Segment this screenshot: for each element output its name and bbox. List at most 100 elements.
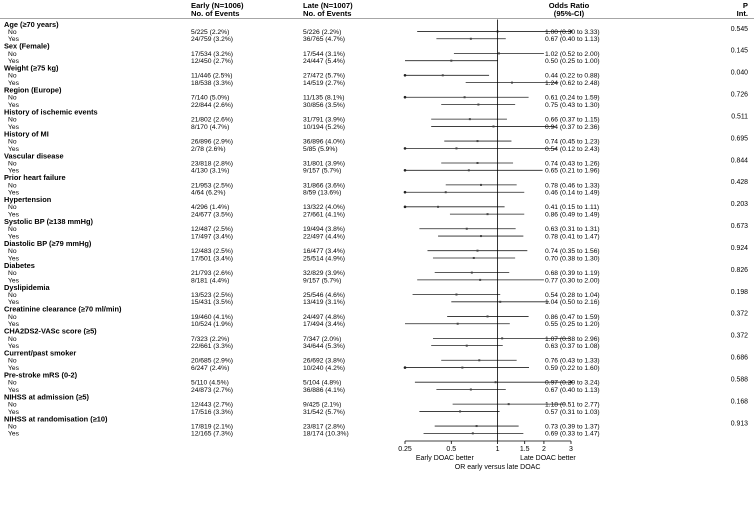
early-events: 17/516 (3.3%) bbox=[191, 409, 233, 416]
odds-ratio-text: 0.77 (0.30 to 2.00) bbox=[545, 277, 600, 284]
subgroup-label: Region (Europe) bbox=[4, 86, 62, 95]
subgroup-label: Pre-stroke mRS (0-2) bbox=[4, 370, 78, 379]
point-estimate bbox=[461, 366, 464, 369]
point-estimate bbox=[494, 381, 497, 384]
late-events: 17/494 (3.4%) bbox=[303, 321, 345, 328]
row-label: Yes bbox=[8, 277, 20, 284]
odds-ratio-text: 0.70 (0.38 to 1.30) bbox=[545, 255, 600, 262]
odds-ratio-text: 0.86 (0.47 to 1.59) bbox=[545, 314, 600, 321]
row-label: Yes bbox=[8, 299, 20, 306]
row-label: No bbox=[8, 182, 17, 189]
point-estimate bbox=[471, 432, 474, 435]
p-interaction-value: 0.924 bbox=[731, 245, 748, 252]
point-estimate bbox=[478, 359, 481, 362]
early-events: 10/524 (1.9%) bbox=[191, 321, 233, 328]
row-label: Yes bbox=[8, 190, 20, 197]
odds-ratio-text: 0.68 (0.39 to 1.19) bbox=[545, 270, 600, 277]
odds-ratio-text: 0.41 (0.15 to 1.11) bbox=[545, 204, 599, 211]
subgroup-label: Hypertension bbox=[4, 195, 52, 204]
point-estimate bbox=[476, 249, 479, 252]
row-label: Yes bbox=[8, 168, 20, 175]
point-estimate bbox=[507, 403, 510, 406]
early-events: 21/793 (2.6%) bbox=[191, 270, 233, 277]
point-estimate bbox=[501, 337, 504, 340]
point-estimate bbox=[475, 425, 478, 428]
early-events: 21/802 (2.6%) bbox=[191, 117, 233, 124]
late-events: 36/896 (4.0%) bbox=[303, 138, 345, 145]
point-estimate bbox=[497, 52, 500, 55]
p-interaction-value: 0.913 bbox=[731, 420, 748, 427]
late-events: 34/644 (5.3%) bbox=[303, 343, 345, 350]
odds-ratio-text: 0.63 (0.37 to 1.08) bbox=[545, 343, 600, 350]
subgroup-label: Systolic BP (≥138 mmHg) bbox=[4, 217, 93, 226]
x-tick-label: 1 bbox=[496, 446, 500, 453]
x-tick-label: 1.5 bbox=[520, 446, 530, 453]
late-events: 36/886 (4.1%) bbox=[303, 387, 345, 394]
late-events: 9/157 (5.7%) bbox=[303, 277, 341, 284]
p-interaction-value: 0.428 bbox=[731, 179, 748, 186]
odds-ratio-text: 0.74 (0.35 to 1.56) bbox=[545, 248, 600, 255]
subgroup-label: Age (≥70 years) bbox=[4, 20, 59, 29]
p-interaction-value: 0.844 bbox=[731, 157, 748, 164]
odds-ratio-text: 0.65 (0.21 to 1.96) bbox=[545, 168, 600, 175]
early-events: 8/170 (4.7%) bbox=[191, 124, 229, 131]
point-estimate bbox=[444, 191, 447, 194]
odds-ratio-text: 0.54 (0.28 to 1.04) bbox=[545, 292, 600, 299]
p-column-header: P bbox=[743, 1, 748, 10]
late-events: 9/157 (5.7%) bbox=[303, 168, 341, 175]
x-tick-label: 2 bbox=[542, 446, 546, 453]
point-estimate bbox=[477, 103, 480, 106]
odds-ratio-text: 0.74 (0.43 to 1.26) bbox=[545, 160, 600, 167]
row-label: Yes bbox=[8, 233, 20, 240]
early-events: 4/130 (3.1%) bbox=[191, 168, 229, 175]
odds-ratio-text: 0.63 (0.31 to 1.31) bbox=[545, 226, 600, 233]
early-events: 24/677 (3.5%) bbox=[191, 212, 233, 219]
odds-ratio-text: 1.02 (0.52 to 2.00) bbox=[545, 51, 600, 58]
ci-truncation-marker bbox=[403, 190, 407, 194]
row-label: No bbox=[8, 117, 17, 124]
early-events: 22/844 (2.6%) bbox=[191, 102, 233, 109]
row-label: No bbox=[8, 402, 17, 409]
early-events: 13/523 (2.5%) bbox=[191, 292, 233, 299]
point-estimate bbox=[492, 125, 495, 128]
odds-ratio-text: 0.86 (0.49 to 1.49) bbox=[545, 212, 600, 219]
row-label: Yes bbox=[8, 255, 20, 262]
point-estimate bbox=[510, 81, 513, 84]
late-events: 22/497 (4.4%) bbox=[303, 233, 345, 240]
ci-truncation-marker bbox=[403, 74, 407, 77]
early-events: 17/819 (2.1%) bbox=[191, 423, 233, 430]
early-events: 4/64 (6.2%) bbox=[191, 190, 226, 197]
point-estimate bbox=[455, 147, 458, 150]
point-estimate bbox=[469, 37, 472, 40]
early-events: 7/140 (5.0%) bbox=[191, 95, 229, 102]
point-estimate bbox=[480, 183, 483, 186]
x-tick-label: 3 bbox=[569, 446, 573, 453]
early-events: 19/460 (4.1%) bbox=[191, 314, 233, 321]
point-estimate bbox=[472, 256, 475, 259]
point-estimate bbox=[486, 213, 489, 216]
early-events: 12/443 (2.7%) bbox=[191, 402, 233, 409]
point-estimate bbox=[480, 235, 483, 238]
late-events: 24/497 (4.8%) bbox=[303, 314, 345, 321]
early-events: 24/759 (3.2%) bbox=[191, 36, 233, 43]
p-interaction-value: 0.203 bbox=[731, 201, 748, 208]
row-label: Yes bbox=[8, 321, 20, 328]
point-estimate bbox=[469, 388, 472, 391]
early-better-label: Early DOAC better bbox=[416, 455, 475, 462]
point-estimate bbox=[476, 161, 479, 164]
row-label: Yes bbox=[8, 36, 20, 43]
early-events: 8/181 (4.4%) bbox=[191, 277, 229, 284]
row-label: No bbox=[8, 204, 17, 211]
late-events: 27/472 (5.7%) bbox=[303, 73, 345, 80]
early-column-subheader: No. of Events bbox=[191, 9, 240, 18]
row-label: Yes bbox=[8, 58, 20, 65]
odds-ratio-text: 0.78 (0.41 to 1.47) bbox=[545, 233, 600, 240]
late-events: 14/519 (2.7%) bbox=[303, 80, 345, 87]
late-events: 10/194 (5.2%) bbox=[303, 124, 345, 131]
point-estimate bbox=[486, 315, 489, 318]
x-tick-label: 0.5 bbox=[446, 446, 456, 453]
odds-ratio-text: 0.94 (0.37 to 2.36) bbox=[545, 124, 600, 131]
subgroup-label: Diabetes bbox=[4, 261, 35, 270]
row-label: No bbox=[8, 270, 17, 277]
subgroup-label: History of MI bbox=[4, 129, 49, 138]
